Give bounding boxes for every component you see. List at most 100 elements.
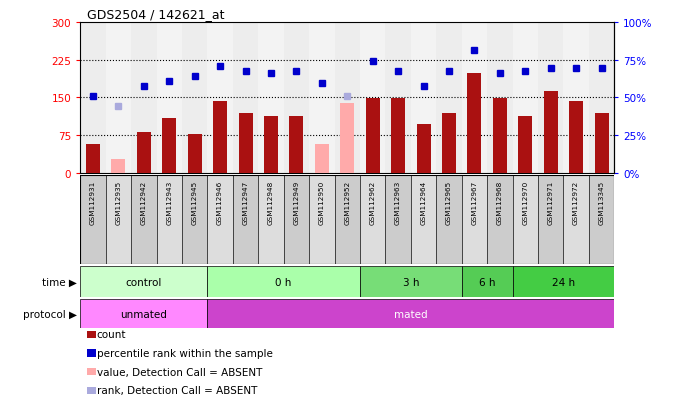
- Bar: [569, 102, 583, 173]
- Bar: [595, 114, 609, 173]
- Bar: [315, 144, 329, 173]
- Bar: [207, 299, 614, 328]
- Text: 6 h: 6 h: [479, 277, 496, 287]
- Bar: [512, 176, 538, 264]
- Text: GSM112935: GSM112935: [115, 180, 121, 224]
- Bar: [182, 176, 207, 264]
- Bar: [105, 23, 131, 173]
- Text: 0 h: 0 h: [276, 277, 292, 287]
- Bar: [436, 176, 461, 264]
- Text: GSM112945: GSM112945: [192, 180, 198, 224]
- Bar: [360, 23, 385, 173]
- Bar: [290, 117, 304, 173]
- Bar: [563, 23, 589, 173]
- Text: percentile rank within the sample: percentile rank within the sample: [96, 348, 272, 358]
- Bar: [258, 176, 283, 264]
- Text: GSM112972: GSM112972: [573, 180, 579, 224]
- Bar: [512, 23, 538, 173]
- Bar: [309, 23, 334, 173]
- Bar: [80, 299, 207, 328]
- Bar: [468, 74, 482, 173]
- Bar: [239, 114, 253, 173]
- Text: 24 h: 24 h: [552, 277, 575, 287]
- Text: GSM112962: GSM112962: [370, 180, 376, 224]
- Bar: [360, 266, 461, 297]
- Bar: [112, 159, 126, 173]
- Text: GSM112948: GSM112948: [268, 180, 274, 224]
- Text: mated: mated: [394, 309, 428, 319]
- Bar: [589, 23, 614, 173]
- Bar: [80, 23, 105, 173]
- Bar: [512, 266, 614, 297]
- Bar: [258, 23, 283, 173]
- Text: GDS2504 / 142621_at: GDS2504 / 142621_at: [87, 8, 225, 21]
- Text: GSM112942: GSM112942: [141, 180, 147, 224]
- Bar: [487, 176, 512, 264]
- Text: GSM112970: GSM112970: [522, 180, 528, 224]
- Bar: [80, 266, 207, 297]
- Bar: [207, 23, 233, 173]
- Text: GSM112950: GSM112950: [319, 180, 325, 224]
- Bar: [385, 23, 411, 173]
- Bar: [233, 176, 258, 264]
- Text: control: control: [126, 277, 162, 287]
- Bar: [411, 176, 436, 264]
- Bar: [309, 176, 334, 264]
- Text: GSM112952: GSM112952: [344, 180, 350, 224]
- Bar: [182, 23, 207, 173]
- Bar: [162, 119, 177, 173]
- Bar: [366, 99, 380, 173]
- Text: GSM113345: GSM113345: [598, 180, 604, 224]
- Text: 3 h: 3 h: [403, 277, 419, 287]
- Text: rank, Detection Call = ABSENT: rank, Detection Call = ABSENT: [96, 385, 257, 395]
- Bar: [207, 176, 233, 264]
- Text: GSM112965: GSM112965: [446, 180, 452, 224]
- Bar: [487, 23, 512, 173]
- Text: GSM112949: GSM112949: [293, 180, 299, 224]
- Text: GSM112946: GSM112946: [217, 180, 223, 224]
- Bar: [461, 266, 512, 297]
- Bar: [156, 23, 182, 173]
- Text: count: count: [96, 330, 126, 339]
- Text: unmated: unmated: [120, 309, 168, 319]
- Bar: [80, 176, 105, 264]
- Bar: [86, 144, 100, 173]
- Bar: [156, 176, 182, 264]
- Bar: [360, 176, 385, 264]
- Text: GSM112967: GSM112967: [471, 180, 477, 224]
- Bar: [131, 176, 156, 264]
- Bar: [442, 114, 456, 173]
- Bar: [340, 104, 355, 173]
- Bar: [411, 23, 436, 173]
- Bar: [207, 266, 360, 297]
- Text: GSM112971: GSM112971: [548, 180, 554, 224]
- Bar: [283, 23, 309, 173]
- Bar: [334, 23, 360, 173]
- Bar: [131, 23, 156, 173]
- Text: GSM112931: GSM112931: [90, 180, 96, 224]
- Bar: [461, 23, 487, 173]
- Bar: [233, 23, 258, 173]
- Bar: [436, 23, 461, 173]
- Bar: [264, 117, 278, 173]
- Bar: [589, 176, 614, 264]
- Bar: [391, 99, 405, 173]
- Bar: [461, 176, 487, 264]
- Text: GSM112968: GSM112968: [497, 180, 503, 224]
- Bar: [563, 176, 589, 264]
- Bar: [334, 176, 360, 264]
- Text: time ▶: time ▶: [42, 277, 77, 287]
- Bar: [538, 23, 563, 173]
- Text: GSM112964: GSM112964: [420, 180, 426, 224]
- Bar: [283, 176, 309, 264]
- Text: GSM112947: GSM112947: [242, 180, 248, 224]
- Bar: [544, 92, 558, 173]
- Text: value, Detection Call = ABSENT: value, Detection Call = ABSENT: [96, 367, 262, 377]
- Bar: [538, 176, 563, 264]
- Bar: [137, 132, 151, 173]
- Text: protocol ▶: protocol ▶: [23, 309, 77, 319]
- Bar: [417, 124, 431, 173]
- Bar: [493, 99, 507, 173]
- Bar: [385, 176, 411, 264]
- Text: GSM112943: GSM112943: [166, 180, 172, 224]
